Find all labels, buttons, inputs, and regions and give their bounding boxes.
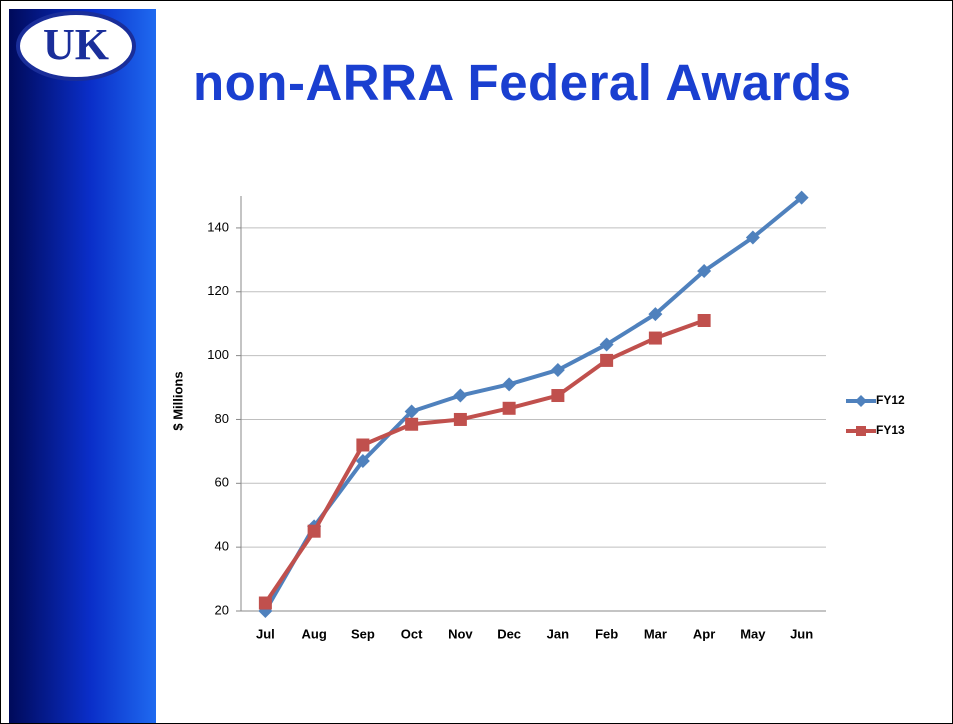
legend-label: FY13: [876, 423, 905, 437]
marker: [551, 389, 565, 403]
x-tick-label: May: [740, 626, 766, 641]
logo-oval: [16, 11, 136, 81]
logo-text: UK: [43, 20, 109, 69]
marker: [258, 596, 272, 610]
y-tick-label: 100: [207, 347, 229, 362]
marker: [404, 404, 419, 419]
x-tick-label: Feb: [595, 626, 618, 641]
x-tick-label: Aug: [301, 626, 326, 641]
marker: [600, 353, 614, 367]
x-tick-label: Mar: [644, 626, 667, 641]
y-tick-label: 40: [215, 539, 229, 554]
marker: [355, 453, 370, 468]
marker: [356, 438, 370, 452]
x-tick-label: Nov: [448, 626, 473, 641]
series-line: [263, 318, 705, 605]
marker: [502, 377, 517, 392]
legend-label: FY12: [876, 393, 905, 407]
legend-marker: [856, 426, 866, 436]
marker: [697, 264, 712, 279]
marker: [307, 524, 321, 538]
x-tick-label: Jul: [256, 626, 275, 641]
y-tick-label: 60: [215, 475, 229, 490]
y-tick-label: 140: [207, 219, 229, 234]
y-tick-label: 120: [207, 283, 229, 298]
marker: [648, 331, 662, 345]
legend-marker: [855, 395, 867, 407]
slide-title: non-ARRA Federal Awards: [193, 54, 852, 111]
x-tick-label: Oct: [401, 626, 423, 641]
x-tick-label: Jan: [547, 626, 569, 641]
marker: [648, 307, 663, 322]
logo: UK: [16, 11, 136, 81]
marker: [745, 230, 760, 245]
x-tick-label: Apr: [693, 626, 715, 641]
marker: [405, 417, 419, 431]
marker: [697, 314, 711, 327]
y-tick-label: 80: [215, 411, 229, 426]
marker: [550, 362, 565, 377]
x-tick-label: Jun: [790, 626, 813, 641]
x-tick-label: Sep: [351, 626, 375, 641]
marker: [599, 337, 614, 352]
series-line: [263, 196, 803, 612]
marker: [794, 190, 809, 205]
sidebar: [9, 9, 156, 723]
marker: [453, 388, 468, 403]
marker: [502, 401, 516, 415]
marker: [453, 412, 467, 426]
y-tick-label: 20: [215, 602, 229, 617]
y-axis-label: $ Millions: [170, 371, 185, 430]
x-tick-label: Dec: [497, 626, 521, 641]
